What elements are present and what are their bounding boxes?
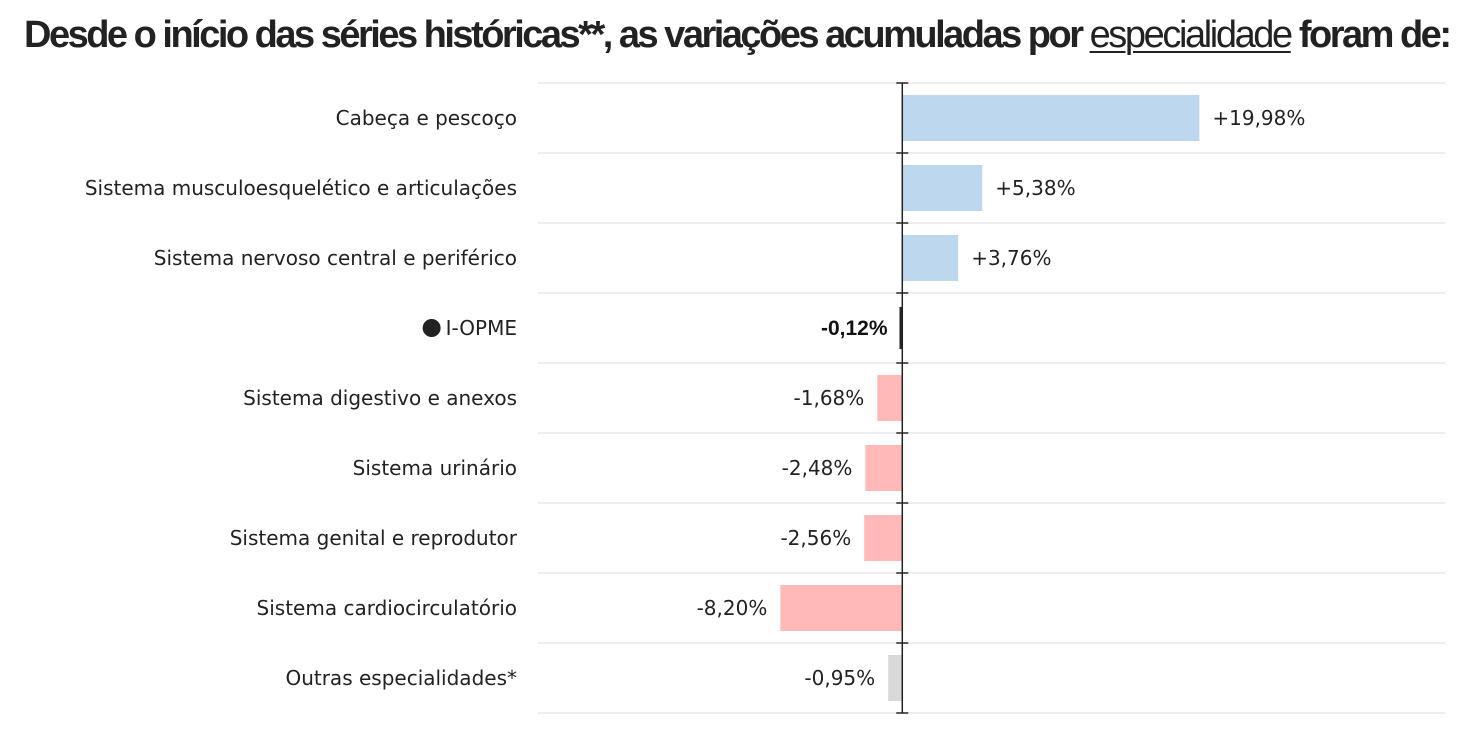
bar bbox=[902, 165, 983, 211]
bar bbox=[902, 235, 959, 281]
bar bbox=[902, 95, 1200, 141]
value-label: -2,48% bbox=[782, 456, 853, 480]
category-label: Sistema musculoesquelético e articulaçõe… bbox=[85, 176, 517, 200]
bar bbox=[865, 445, 903, 491]
bar bbox=[864, 515, 903, 561]
highlight-dot-icon bbox=[422, 319, 441, 337]
value-label: -2,56% bbox=[780, 526, 851, 550]
chart-title-end: foram de: bbox=[1290, 14, 1452, 56]
chart-title-main: Desde o início das séries históricas**, … bbox=[24, 14, 1090, 56]
value-label: -1,68% bbox=[794, 386, 865, 410]
chart-title: Desde o início das séries históricas**, … bbox=[24, 12, 1464, 58]
bar bbox=[877, 375, 903, 421]
value-label: -8,20% bbox=[697, 596, 768, 620]
category-label: Sistema cardiocirculatório bbox=[257, 596, 517, 620]
category-label: Cabeça e pescoço bbox=[336, 106, 517, 130]
category-label: Sistema genital e reprodutor bbox=[230, 526, 518, 550]
category-label: Outras especialidades* bbox=[285, 666, 517, 690]
value-label: -0,12% bbox=[821, 317, 888, 340]
chart-title-underlined: especialidade bbox=[1089, 14, 1294, 56]
category-label: Sistema nervoso central e periférico bbox=[154, 246, 517, 270]
category-label: Sistema urinário bbox=[353, 456, 517, 480]
value-label: -0,95% bbox=[804, 666, 875, 690]
value-label: +5,38% bbox=[995, 176, 1075, 200]
bar bbox=[888, 655, 903, 701]
category-label: Sistema digestivo e anexos bbox=[243, 386, 517, 410]
category-label: I-OPME bbox=[446, 316, 517, 340]
value-label: +3,76% bbox=[971, 246, 1051, 270]
value-label: +19,98% bbox=[1212, 106, 1305, 130]
bar-highlight bbox=[899, 307, 903, 349]
bar bbox=[780, 585, 903, 631]
